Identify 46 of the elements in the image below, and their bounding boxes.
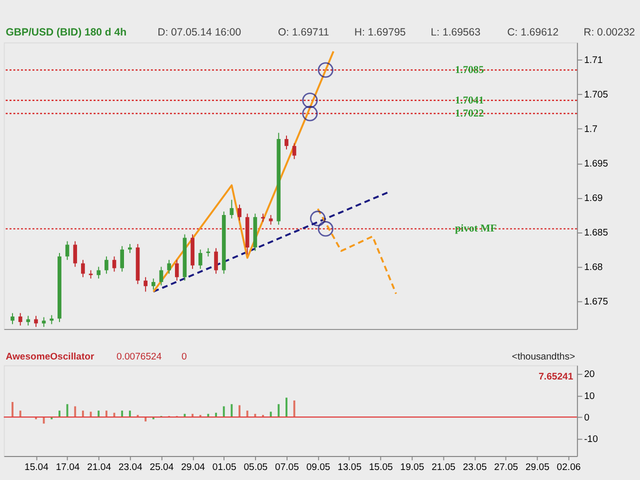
y-tick-label: 1.7 [584,124,598,136]
text: <thousandths> [512,352,576,363]
y-tick-label: 1.68 [584,262,603,274]
x-tick-label: 21.04 [87,462,112,473]
x-tick-label: 13.05 [338,462,362,473]
y-tick-label: 1.695 [584,158,608,170]
text: C: 1.69612 [507,26,559,39]
y-tick-label: 0 [584,412,590,424]
y-tick-label: -10 [584,434,598,446]
y-tick-label: 1.69 [584,193,603,204]
x-tick-label: 01.05 [212,462,236,473]
ref-line-label: pivot MF [454,224,497,235]
annotation: 7.65241 [538,372,574,383]
chart-title: AwesomeOscillator [6,352,94,363]
x-tick-label: 23.04 [118,462,144,473]
text: O: 1.69711 [278,26,330,39]
x-tick-label: 29.05 [525,462,550,473]
text: L: 1.69563 [430,26,481,39]
x-tick-label: 05.05 [244,462,268,473]
chart-title: GBP/USD (BID) 180 d 4h [6,26,127,39]
x-tick-label: 25.04 [150,462,174,473]
ref-line-label: 1.7085 [454,64,484,76]
x-tick-label: 02.06 [556,462,581,473]
y-tick-label: 20 [584,369,595,380]
x-tick-label: 09.05 [306,462,330,473]
text: 0.0076524 [116,352,162,363]
x-tick-label: 17.04 [56,462,80,473]
x-tick-label: 07.05 [275,462,299,473]
text: 0 [181,352,187,363]
x-tick-label: 19.05 [400,462,424,473]
text: H: 1.69795 [354,26,406,39]
x-tick-label: 21.05 [432,462,456,473]
x-tick-label: 27.05 [494,462,518,473]
y-tick-label: 1.705 [584,90,608,101]
text: R: 0.00232 [584,26,636,39]
x-tick-label: 29.04 [181,462,206,473]
x-tick-label: 15.04 [24,462,50,473]
y-tick-label: 1.675 [584,296,608,308]
x-tick-label: 15.05 [368,462,393,473]
ref-line-label: 1.7041 [454,95,484,106]
x-tick-label: 23.05 [462,462,487,473]
text: D: 07.05.14 16:00 [158,26,242,39]
ref-line-label: 1.7022 [454,108,484,120]
y-tick-label: 1.71 [584,54,603,66]
y-tick-label: 1.685 [584,228,608,239]
y-tick-label: 10 [584,390,595,402]
